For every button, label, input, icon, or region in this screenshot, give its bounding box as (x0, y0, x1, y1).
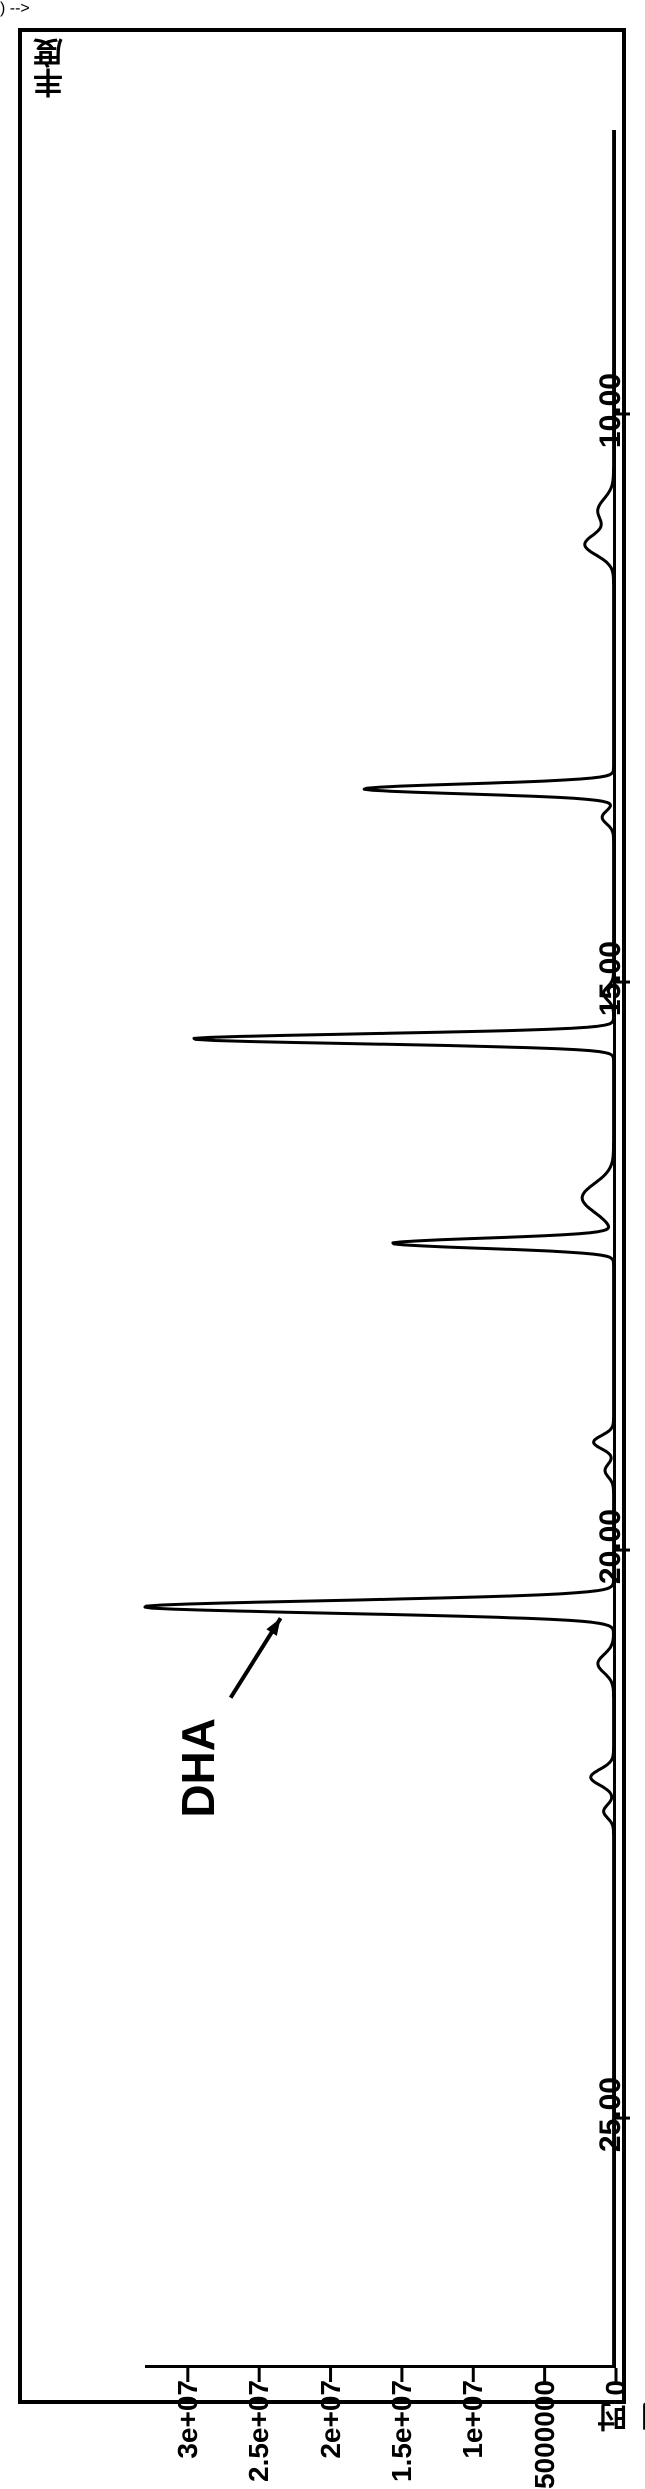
chromatogram-chart: 丰度 ) --> 时间--> 0 5000000 1e+07 1.5e+07 2… (0, 0, 645, 2432)
chromatogram-trace (0, 0, 645, 2432)
